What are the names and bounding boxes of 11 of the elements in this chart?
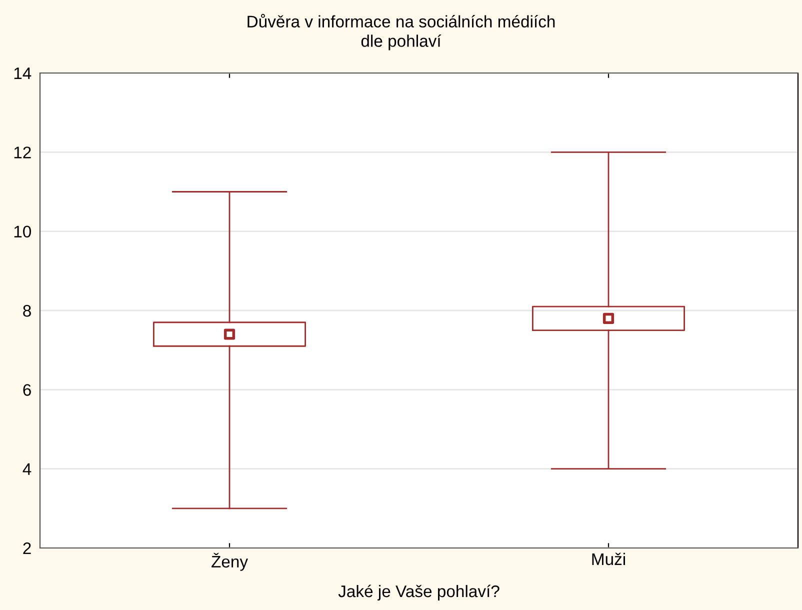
- y-tick-label: 14: [14, 68, 32, 80]
- y-tick-label: 2: [23, 542, 31, 554]
- y-tick-label: 12: [14, 146, 31, 158]
- chart-title: Důvěra v informace na sociálních médiích dle pohlaví: [248, 14, 555, 50]
- y-tick-label: 6: [23, 384, 31, 396]
- y-tick-label: 10: [14, 226, 32, 238]
- x-tick-label: Muži: [592, 552, 625, 566]
- x-tick-label: Ženy: [212, 552, 248, 571]
- x-axis-title: Jaké je Vaše pohlaví?: [338, 584, 500, 601]
- y-tick-label: 4: [22, 463, 32, 475]
- y-tick-label: 8: [23, 304, 31, 317]
